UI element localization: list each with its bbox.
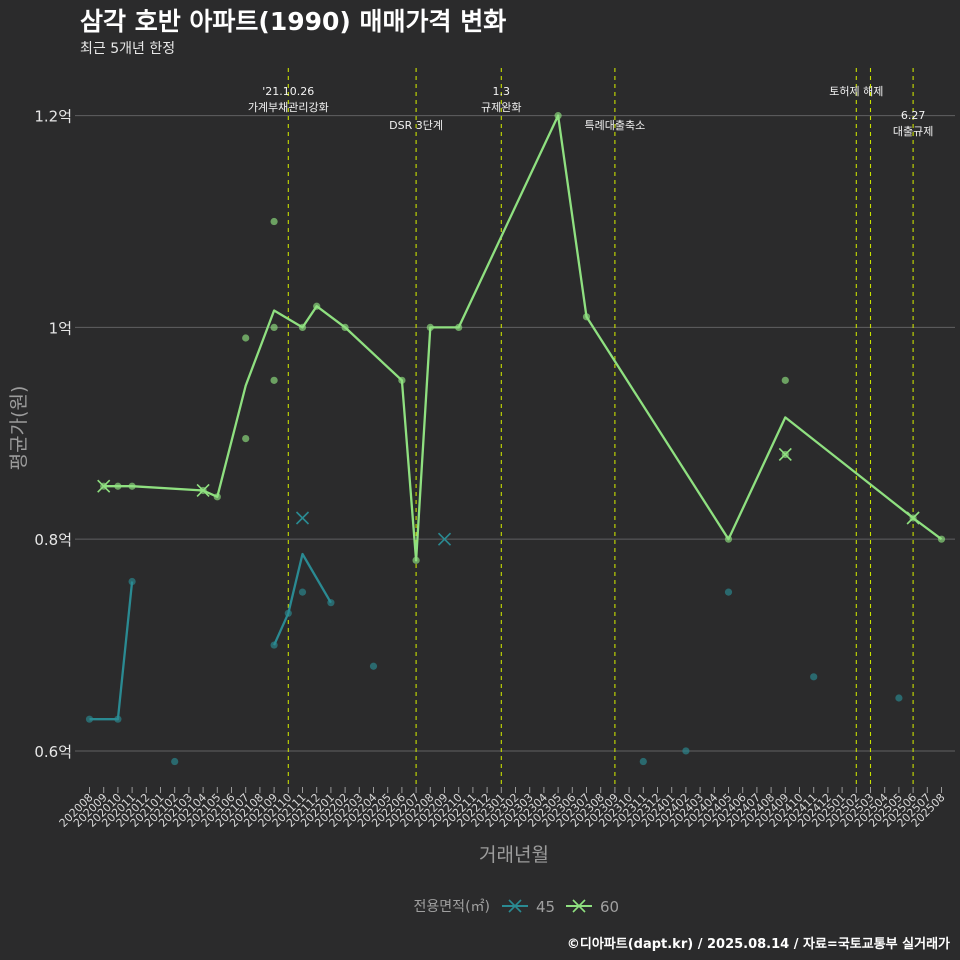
event-label: 1.3 — [493, 85, 511, 98]
event-label: '21.10.26 — [262, 85, 314, 98]
legend-label-60: 60 — [600, 898, 619, 916]
data-point-45 — [810, 673, 818, 681]
x-marker-60 — [196, 483, 210, 498]
event-label: DSR 3단계 — [389, 119, 443, 132]
data-point-60 — [781, 376, 789, 384]
data-point-60 — [270, 376, 278, 384]
y-tick-label: 1억 — [49, 319, 72, 337]
data-point-60 — [270, 217, 278, 226]
event-label: 특례대출축소 — [585, 119, 646, 132]
series-line-60 — [103, 114, 943, 562]
legend-marker-60 — [572, 899, 586, 913]
y-tick-label: 1.2억 — [34, 108, 72, 126]
x-axis-title: 거래년월 — [479, 844, 549, 866]
legend-title: 전용면적(㎡) — [414, 899, 490, 915]
x-marker-60 — [906, 511, 920, 525]
event-label: 6.27 — [901, 109, 926, 122]
x-marker-45 — [437, 532, 452, 546]
data-point-60 — [242, 434, 250, 443]
x-marker-60 — [97, 479, 111, 493]
y-tick-label: 0.8억 — [34, 531, 72, 549]
data-point-60 — [242, 334, 250, 342]
legend-marker-45 — [508, 899, 522, 913]
data-point-45 — [369, 662, 378, 670]
event-label: 가계부채관리강화 — [248, 101, 329, 114]
data-point-45 — [724, 588, 733, 596]
data-point-45 — [298, 588, 307, 596]
event-label: 규제완화 — [481, 101, 521, 114]
series-line-45 — [89, 581, 134, 721]
x-marker-45 — [295, 511, 310, 525]
data-point-45 — [171, 757, 179, 766]
series-line-45 — [273, 552, 332, 646]
event-label: 토허제 해제 — [829, 84, 883, 98]
legend-label-45: 45 — [536, 898, 555, 916]
data-point-45 — [639, 757, 647, 766]
event-label: 대출규제 — [893, 125, 933, 138]
chart-title: 삼각 호반 아파트(1990) 매매가격 변화 — [80, 7, 507, 36]
data-point-45 — [895, 694, 903, 702]
source-caption: ©디아파트(dapt.kr) / 2025.08.14 / 자료=국토교통부 실… — [566, 937, 950, 952]
chart-subtitle: 최근 5개년 한정 — [80, 41, 176, 57]
data-point-45 — [682, 747, 690, 755]
y-tick-label: 0.6억 — [34, 743, 72, 761]
data-point-60 — [270, 323, 278, 332]
y-axis-title: 평균가(원) — [8, 386, 30, 471]
x-marker-60 — [778, 447, 792, 462]
